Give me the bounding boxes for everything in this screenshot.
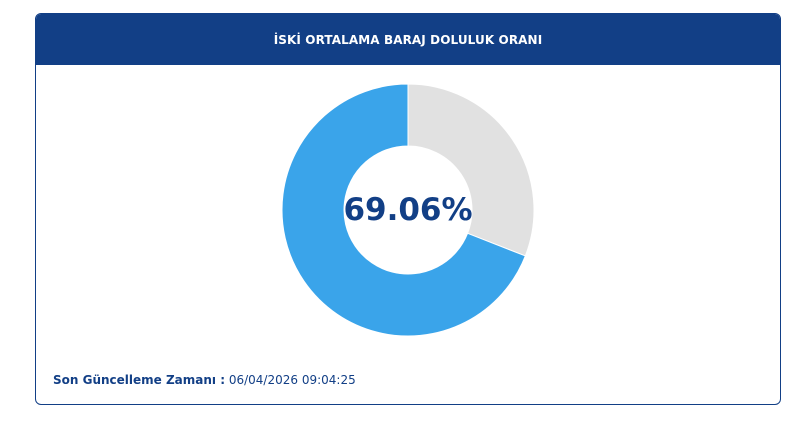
donut-chart-svg: 69.06% [281, 83, 535, 337]
card-header: İSKİ ORTALAMA BARAJ DOLULUK ORANI [36, 14, 780, 65]
last-update-value: 06/04/2026 09:04:25 [228, 373, 356, 387]
last-update: Son Güncelleme Zamanı : 06/04/2026 09:04… [53, 373, 356, 387]
donut-slice-empty [407, 83, 535, 257]
dam-occupancy-card: İSKİ ORTALAMA BARAJ DOLULUK ORANI 69.06%… [35, 13, 781, 405]
donut-chart: 69.06% [36, 65, 780, 355]
card-title: İSKİ ORTALAMA BARAJ DOLULUK ORANI [273, 32, 543, 47]
center-percentage-label: 69.06% [343, 192, 472, 228]
last-update-label: Son Güncelleme Zamanı : [53, 373, 226, 387]
donut-slice-filled [281, 83, 526, 337]
